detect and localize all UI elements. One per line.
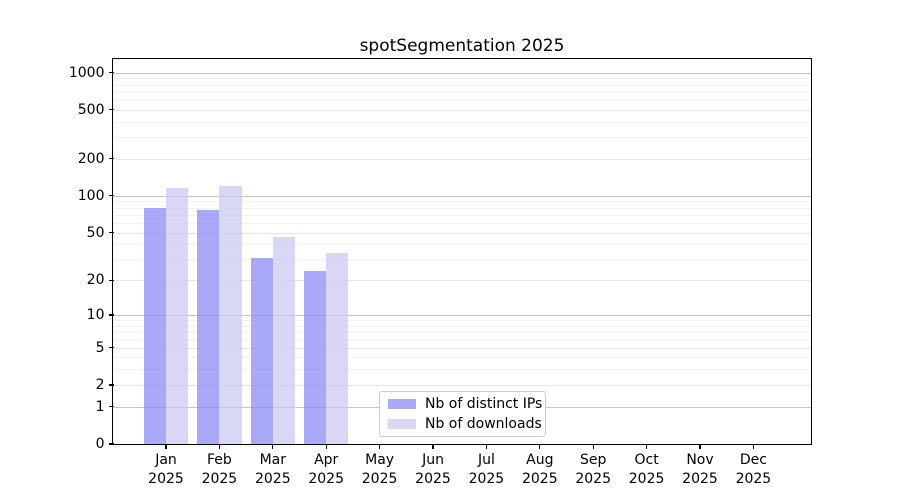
minor-gridline: [113, 137, 811, 139]
major-gridline: [113, 195, 811, 197]
legend-row: Nb of distinct IPs: [388, 395, 542, 413]
x-tick-label: Mar 2025: [254, 452, 291, 487]
minor-gridline: [113, 99, 811, 101]
minor-gridline: [113, 332, 811, 334]
y-tick-label: 100: [77, 187, 105, 204]
x-tick-mark: [165, 444, 167, 449]
y-tick-mark: [108, 384, 114, 386]
x-tick-mark: [432, 444, 434, 449]
x-tick-label: Feb 2025: [201, 452, 238, 487]
major-gridline: [113, 72, 811, 74]
bar: [272, 236, 296, 444]
x-tick-label: Jul 2025: [468, 452, 505, 487]
x-tick-mark: [485, 444, 487, 449]
legend: Nb of distinct IPs Nb of downloads: [379, 391, 546, 437]
y-tick-mark: [108, 314, 114, 316]
bar: [250, 257, 273, 444]
minor-gridline: [113, 369, 811, 371]
y-tick-mark: [108, 279, 114, 281]
minor-gridline: [113, 222, 811, 224]
major-gridline: [113, 347, 811, 349]
y-tick-mark: [108, 347, 114, 349]
minor-gridline: [113, 207, 811, 209]
x-tick-mark: [752, 444, 754, 449]
minor-gridline: [113, 121, 811, 123]
y-tick-label: 5: [95, 339, 105, 356]
legend-label: Nb of distinct IPs: [425, 395, 543, 412]
x-tick-label: Jun 2025: [415, 452, 451, 487]
y-tick-mark: [108, 109, 114, 111]
x-tick-label: Jan 2025: [148, 452, 184, 487]
legend-swatch: [388, 398, 416, 409]
x-tick-mark: [325, 444, 327, 449]
minor-gridline: [113, 259, 811, 261]
x-tick-label: Sep 2025: [575, 452, 611, 487]
minor-gridline: [113, 91, 811, 93]
y-tick-label: 0: [95, 436, 105, 452]
bar: [166, 187, 189, 444]
y-tick-mark: [108, 195, 114, 197]
legend-label: Nb of downloads: [425, 416, 542, 433]
chart-title: spotSegmentation 2025: [359, 36, 565, 56]
y-tick-mark: [108, 71, 114, 74]
legend-row: Nb of downloads: [388, 416, 542, 434]
x-tick-label: Apr 2025: [308, 452, 344, 487]
bar: [219, 186, 242, 444]
major-gridline: [113, 384, 811, 386]
minor-gridline: [113, 325, 811, 327]
x-tick-label: Dec 2025: [735, 452, 772, 487]
major-gridline: [113, 158, 811, 160]
x-tick-mark: [592, 444, 594, 449]
x-tick-label: May 2025: [361, 452, 398, 487]
y-tick-mark: [108, 232, 114, 234]
y-tick-mark: [108, 158, 114, 160]
major-gridline: [113, 232, 811, 234]
minor-gridline: [113, 320, 811, 322]
x-tick-mark: [646, 444, 648, 449]
y-tick-label: 2: [95, 376, 105, 393]
x-tick-label: Oct 2025: [628, 452, 665, 487]
y-tick-label: 1: [95, 398, 105, 415]
x-tick-mark: [379, 444, 381, 449]
minor-gridline: [113, 244, 811, 246]
bar: [197, 210, 220, 444]
x-tick-label: Nov 2025: [682, 452, 718, 487]
bar: [303, 270, 327, 444]
y-tick-label: 1000: [68, 64, 105, 81]
minor-gridline: [113, 339, 811, 341]
bar: [326, 252, 349, 444]
x-tick-mark: [272, 444, 274, 449]
y-tick-mark: [108, 443, 114, 445]
y-tick-mark: [108, 406, 114, 408]
minor-gridline: [113, 201, 811, 203]
y-tick-label: 10: [86, 307, 105, 324]
x-tick-mark: [218, 444, 220, 449]
plot-area: [113, 59, 811, 444]
y-tick-label: 500: [77, 101, 105, 118]
major-gridline: [113, 109, 811, 111]
x-tick-mark: [699, 444, 701, 449]
x-tick-label: Aug 2025: [521, 452, 558, 487]
major-gridline: [113, 315, 811, 317]
minor-gridline: [113, 357, 811, 359]
x-tick-mark: [539, 444, 541, 449]
y-tick-label: 200: [77, 150, 105, 167]
minor-gridline: [113, 84, 811, 86]
minor-gridline: [113, 214, 811, 216]
legend-swatch: [388, 419, 416, 430]
bar: [143, 207, 166, 444]
y-tick-label: 20: [86, 272, 105, 289]
minor-gridline: [113, 78, 811, 80]
major-gridline: [113, 280, 811, 282]
y-tick-label: 50: [86, 224, 105, 241]
